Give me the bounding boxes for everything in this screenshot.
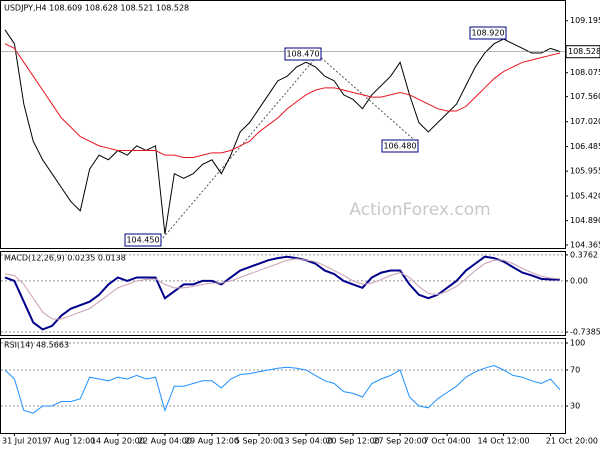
- y-tick-label: 100: [570, 339, 585, 348]
- annotation-box: [469, 26, 507, 40]
- series-line: [4, 258, 561, 320]
- y-tick-label: 30: [570, 402, 580, 411]
- x-tick-label: 22 Aug 04:00: [138, 437, 192, 446]
- y-tick-label: 0.00: [570, 276, 588, 285]
- annotation-box: [284, 47, 322, 61]
- annotation: 104.450: [126, 236, 159, 245]
- annotation: 108.470: [286, 50, 319, 59]
- annotation-box: [124, 233, 162, 247]
- x-tick-label: 14 Aug 20:00: [91, 437, 145, 446]
- y-tick-label: 106.485: [570, 142, 600, 151]
- x-tick-label: 7 Oct 04:00: [424, 437, 471, 446]
- series-line: [4, 364, 561, 414]
- y-tick-label: 104.890: [570, 216, 600, 225]
- rsi-panel: [0, 338, 566, 434]
- y-tick-label: -0.7385: [570, 328, 600, 337]
- y-tick-label: 104.365: [570, 240, 600, 249]
- series-line: [4, 43, 561, 158]
- y-tick-label: 107.560: [570, 92, 600, 101]
- current-price-label: 108.528: [568, 47, 600, 56]
- annotation: 108.920: [471, 29, 504, 38]
- macd-title: MACD(12,26,9) 0.0235 0.0138: [4, 254, 126, 263]
- y-tick-label: 0.3762: [570, 250, 598, 259]
- chart-title: USDJPY,H4 108.609 108.628 108.521 108.52…: [4, 4, 189, 13]
- series-line: [4, 29, 561, 235]
- annotation: 106.480: [383, 142, 416, 151]
- y-tick-label: 105.420: [570, 192, 600, 201]
- x-tick-label: 13 Sep 04:00: [279, 437, 332, 446]
- y-tick-label: 109.195: [570, 16, 600, 25]
- y-tick-label: 108.075: [570, 68, 600, 77]
- rsi-title: RSI(14) 48.5663: [4, 341, 69, 350]
- x-tick-label: 5 Sep 20:00: [235, 437, 283, 446]
- macd-panel: [0, 251, 566, 336]
- x-tick-label: 20 Sep 12:00: [326, 437, 379, 446]
- x-tick-label: 14 Oct 12:00: [477, 437, 529, 446]
- main-panel: [0, 0, 566, 249]
- watermark: ActionForex.com: [349, 200, 490, 220]
- x-tick-label: 27 Sep 20:00: [373, 437, 426, 446]
- x-tick-label: 21 Oct 20:00: [546, 437, 598, 446]
- y-tick-label: 105.955: [570, 167, 600, 176]
- x-tick-label: 29 Aug 12:00: [185, 437, 239, 446]
- x-tick-label: 7 Aug 12:00: [46, 437, 95, 446]
- current-price-box: [565, 45, 600, 59]
- annotation-box: [381, 139, 419, 153]
- x-tick-label: 31 Jul 2019: [2, 437, 47, 446]
- series-line: [4, 255, 560, 331]
- y-tick-label: 107.020: [570, 117, 600, 126]
- y-tick-label: 70: [570, 366, 580, 375]
